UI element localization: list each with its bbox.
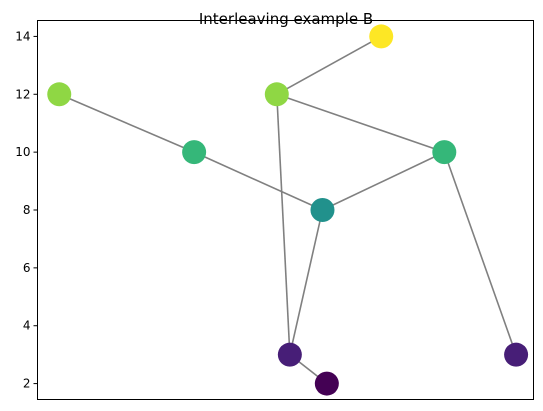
edge-n1-n2 bbox=[58, 93, 195, 153]
y-tick-label: 12 bbox=[15, 87, 30, 101]
node-n3 bbox=[310, 198, 335, 222]
node-n2 bbox=[182, 140, 207, 165]
node-n6 bbox=[432, 140, 457, 165]
y-axis: 2 4 6 8 10 12 14 bbox=[15, 29, 38, 391]
node-n8 bbox=[314, 371, 339, 396]
y-tick-label: 6 bbox=[23, 261, 31, 275]
node-n5 bbox=[369, 24, 394, 49]
edge-n2-n3 bbox=[193, 151, 323, 211]
edge-n3-n6 bbox=[322, 151, 445, 211]
y-tick-label: 8 bbox=[23, 203, 31, 217]
edge-n4-n6 bbox=[276, 93, 445, 153]
y-tick-label: 4 bbox=[23, 319, 31, 333]
nodes-layer bbox=[47, 24, 529, 396]
edges-layer bbox=[58, 35, 517, 385]
node-n4 bbox=[264, 82, 289, 107]
chart-title: Interleaving example B bbox=[199, 10, 373, 28]
y-tick-label: 14 bbox=[15, 29, 30, 43]
edge-n4-n5 bbox=[276, 35, 382, 95]
y-tick-label: 10 bbox=[15, 145, 30, 159]
y-tick-label: 2 bbox=[23, 377, 31, 391]
edge-n4-n7 bbox=[275, 94, 291, 355]
plot-frame bbox=[37, 20, 534, 400]
node-n9 bbox=[504, 342, 529, 367]
node-n7 bbox=[277, 342, 302, 367]
edge-n6-n9 bbox=[443, 151, 517, 355]
edge-n3-n7 bbox=[289, 209, 324, 355]
node-n1 bbox=[47, 82, 72, 107]
